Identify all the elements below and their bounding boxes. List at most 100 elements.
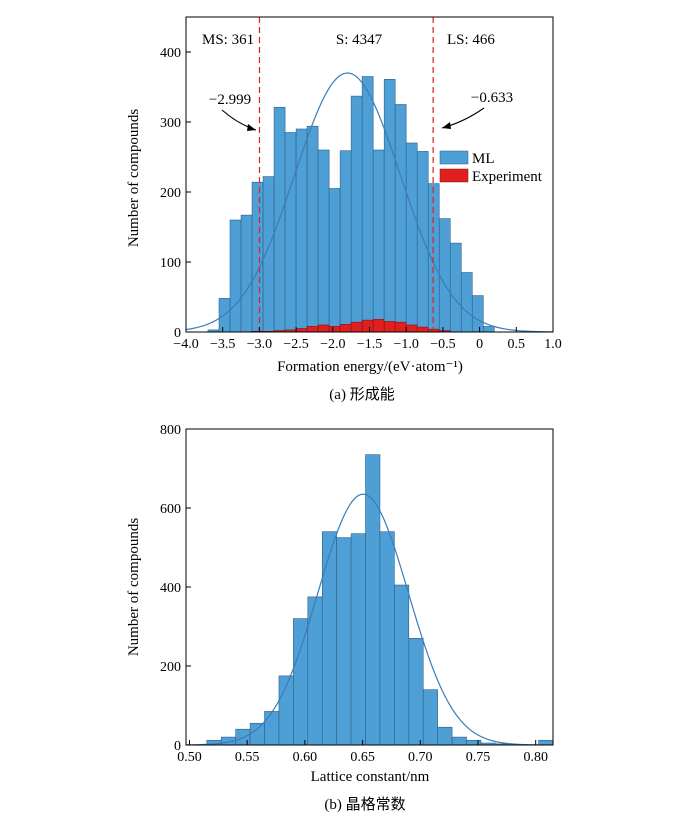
y-tick-label: 300 xyxy=(160,116,181,131)
experiment-bar xyxy=(361,319,374,333)
ml-bar xyxy=(336,537,352,746)
x-axis-label: Lattice constant/nm xyxy=(311,769,430,785)
ml-bar xyxy=(321,531,337,746)
legend-swatch-ml xyxy=(439,150,469,165)
ml-bar xyxy=(471,295,484,333)
experiment-bar xyxy=(383,321,396,333)
ml-bar xyxy=(317,149,330,333)
gaussian-fit-curve xyxy=(185,72,554,333)
ml-bar xyxy=(251,181,264,333)
y-tick-label: 0 xyxy=(174,739,181,754)
experiment-bar xyxy=(416,326,429,333)
ml-bar xyxy=(229,219,242,333)
x-tick-label: −0.5 xyxy=(430,337,455,352)
experiment-bar xyxy=(339,323,352,333)
legend: ML Experiment xyxy=(439,150,543,185)
x-tick-label: −2.5 xyxy=(283,337,308,352)
ml-bar xyxy=(422,689,438,746)
x-tick-label: −3.5 xyxy=(210,337,235,352)
ml-bar xyxy=(405,142,418,333)
x-tick-label: 0.55 xyxy=(235,750,260,765)
x-tick-label: −4.0 xyxy=(173,337,198,352)
y-tick-label: 400 xyxy=(160,46,181,61)
ml-bar xyxy=(365,454,381,746)
x-tick-label: 1.0 xyxy=(544,337,562,352)
ml-bar xyxy=(293,618,309,746)
ml-bar xyxy=(284,132,297,333)
region-label-ms: MS: 361 xyxy=(202,32,254,48)
y-axis-ticks: 0 100 200 300 400 xyxy=(160,46,191,341)
panel-formation-energy: −4.0 −3.5 −3.0 −2.5 −2.0 −1.5 −1.0 −0.5 0 0.5 1.0 … xyxy=(126,16,562,403)
ml-bar xyxy=(249,722,265,746)
experiment-bar xyxy=(372,319,385,333)
gaussian-fit-curve xyxy=(185,493,553,746)
legend-label-ml: ML xyxy=(472,151,495,167)
x-tick-label: −3.0 xyxy=(247,337,272,352)
experiment-bar xyxy=(394,321,407,333)
legend-swatch-experiment xyxy=(439,168,469,183)
x-tick-label: −1.0 xyxy=(393,337,418,352)
x-tick-label: 0.60 xyxy=(293,750,318,765)
y-tick-label: 0 xyxy=(174,326,181,341)
ml-bar xyxy=(350,533,366,746)
ml-bar xyxy=(306,125,319,333)
y-tick-label: 200 xyxy=(160,186,181,201)
experiment-bar xyxy=(350,321,363,333)
ml-bar xyxy=(394,584,410,746)
region-label-s: S: 4347 xyxy=(336,32,383,48)
ml-bar xyxy=(466,739,482,746)
experiment-bar xyxy=(328,326,341,333)
x-axis-ticks: 0.50 0.55 0.60 0.65 0.70 0.75 0.80 xyxy=(177,740,548,765)
y-axis-label: Number of compounds xyxy=(126,518,142,656)
ml-bars xyxy=(206,454,554,746)
ml-bar xyxy=(379,531,395,746)
y-tick-label: 200 xyxy=(160,660,181,675)
annotation-high-threshold: −0.633 xyxy=(471,90,513,106)
ml-bar xyxy=(262,176,275,333)
legend-label-experiment: Experiment xyxy=(472,169,543,185)
x-tick-label: −2.0 xyxy=(320,337,345,352)
x-axis-label: Formation energy/(eV·atom⁻¹) xyxy=(277,359,463,375)
panel-caption: (b) 晶格常数 xyxy=(324,796,405,813)
experiment-bar xyxy=(317,324,330,333)
x-tick-label: 0 xyxy=(476,337,483,352)
panel-lattice-constant: 0.50 0.55 0.60 0.65 0.70 0.75 0.80 0 200 400 600 8… xyxy=(126,423,554,813)
experiment-bar xyxy=(295,328,308,333)
ml-bar xyxy=(482,326,495,333)
ml-bar xyxy=(538,739,554,746)
region-label-ls: LS: 466 xyxy=(447,32,495,48)
experiment-bar xyxy=(405,324,418,333)
ml-bar xyxy=(361,76,374,333)
x-tick-label: 0.75 xyxy=(466,750,491,765)
ml-bar xyxy=(350,95,363,333)
ml-bar xyxy=(451,736,467,746)
ml-bar xyxy=(408,638,424,746)
ml-bar xyxy=(295,128,308,333)
ml-bar xyxy=(240,214,253,333)
x-axis-ticks: −4.0 −3.5 −3.0 −2.5 −2.0 −1.5 −1.0 −0.5 0 0.5 1.0 xyxy=(173,327,562,352)
x-tick-label: 0.65 xyxy=(350,750,375,765)
y-tick-label: 600 xyxy=(160,502,181,517)
ml-bar xyxy=(372,149,385,333)
ml-bar xyxy=(449,242,462,333)
ml-bar xyxy=(437,726,453,746)
y-tick-label: 800 xyxy=(160,423,181,438)
annotation-low-threshold: −2.999 xyxy=(209,92,251,108)
x-tick-label: −1.5 xyxy=(357,337,382,352)
arrowhead-low-threshold xyxy=(247,124,256,131)
x-tick-label: 0.5 xyxy=(508,337,526,352)
ml-bar xyxy=(438,218,451,333)
ml-bar xyxy=(416,151,429,333)
y-axis-label: Number of compounds xyxy=(126,109,142,247)
ml-bar xyxy=(328,188,341,333)
y-tick-label: 100 xyxy=(160,256,181,271)
ml-bar xyxy=(383,79,396,333)
ml-bar xyxy=(264,711,280,746)
arrowhead-high-threshold xyxy=(442,122,451,129)
x-tick-label: 0.80 xyxy=(523,750,548,765)
y-axis-ticks: 0 200 400 600 800 xyxy=(160,423,191,754)
ml-bar xyxy=(460,272,473,333)
y-tick-label: 400 xyxy=(160,581,181,596)
x-tick-label: 0.70 xyxy=(408,750,433,765)
